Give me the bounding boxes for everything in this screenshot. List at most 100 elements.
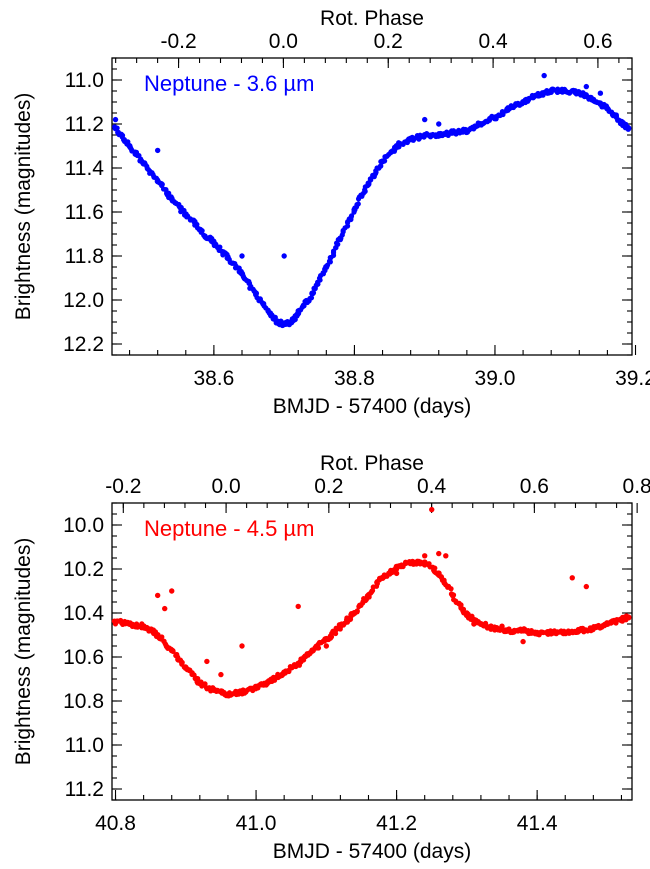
- outlier-point: [464, 610, 470, 616]
- y-tick-label: 10.0: [63, 514, 104, 537]
- x-axis-title: BMJD - 57400 (days): [273, 395, 471, 418]
- y-tick-label: 12.0: [63, 289, 104, 312]
- series-annotation: Neptune - 4.5 µm: [144, 516, 314, 541]
- data-point-fill: [308, 295, 315, 301]
- phase-tick-label: -0.2: [105, 475, 141, 498]
- data-point-fill: [166, 190, 172, 196]
- data-point-fill: [170, 648, 176, 654]
- y-axis-title: Brightness (magnitudes): [12, 538, 35, 766]
- y-tick-label: 11.2: [65, 778, 104, 801]
- outlier-point: [569, 575, 575, 581]
- y-tick-label: 12.2: [63, 333, 104, 356]
- y-tick-label: 10.6: [63, 646, 104, 669]
- outlier-point: [169, 588, 175, 594]
- phase-tick-label: 0.6: [520, 475, 549, 498]
- x-tick-label: 39.0: [475, 367, 516, 390]
- outlier-point: [204, 658, 210, 665]
- y-tick-label: 10.8: [63, 690, 104, 713]
- outlier-point: [520, 638, 526, 645]
- outlier-point: [281, 253, 287, 259]
- data-point-fill: [181, 208, 187, 214]
- x-tick-label: 38.6: [193, 367, 234, 390]
- phase-tick-label: -0.2: [160, 30, 196, 53]
- data-point-fill: [114, 125, 120, 131]
- outlier-point: [154, 592, 161, 599]
- data-point-fill: [626, 615, 632, 621]
- data-point-fill: [335, 241, 341, 247]
- outlier-point: [422, 553, 428, 559]
- outlier-point: [204, 235, 210, 242]
- data-point-fill: [340, 229, 346, 235]
- data-point-fill: [310, 290, 317, 296]
- outlier-point: [597, 90, 604, 96]
- outlier-point: [112, 116, 119, 123]
- data-point-fill: [378, 163, 384, 169]
- data-point-fill: [366, 181, 372, 188]
- outlier-point: [436, 550, 442, 557]
- outlier-point: [499, 623, 505, 629]
- outlier-point: [422, 116, 428, 123]
- x-tick-label: 39.2: [615, 367, 650, 390]
- outlier-point: [443, 553, 449, 559]
- y-tick-label: 10.2: [63, 558, 104, 581]
- phase-tick-label: 0.8: [623, 475, 650, 498]
- y-tick-label: 11.6: [65, 201, 104, 224]
- data-point-fill: [179, 659, 185, 666]
- top-axis-title: Rot. Phase: [320, 7, 424, 30]
- data-point-fill: [373, 169, 379, 175]
- y-axis-title: Brightness (magnitudes): [12, 93, 35, 321]
- y-tick-label: 11.2: [65, 113, 104, 136]
- outlier-point: [323, 643, 330, 649]
- outlier-point: [436, 121, 442, 127]
- outlier-point: [162, 605, 168, 612]
- y-tick-label: 10.4: [63, 602, 104, 625]
- data-point-fill: [317, 277, 323, 283]
- top-axis-title: Rot. Phase: [320, 452, 424, 475]
- data-point-fill: [355, 201, 361, 207]
- y-tick-label: 11.8: [65, 245, 104, 268]
- data-point-fill: [382, 158, 388, 164]
- plot-frame: [111, 502, 633, 801]
- outlier-point: [239, 253, 245, 259]
- data-point-fill: [119, 132, 126, 139]
- data-point-fill: [348, 213, 355, 219]
- phase-tick-label: 0.2: [374, 30, 403, 53]
- x-tick-label: 41.0: [236, 812, 277, 835]
- phase-tick-label: 0.6: [583, 30, 612, 53]
- outlier-point: [239, 643, 245, 649]
- x-tick-label: 41.2: [376, 812, 417, 835]
- x-tick-label: 41.4: [517, 812, 558, 835]
- data-point-fill: [301, 303, 307, 309]
- data-point-fill: [450, 592, 457, 598]
- phase-tick-label: 0.4: [478, 30, 508, 53]
- x-axis-title: BMJD - 57400 (days): [273, 840, 471, 863]
- outlier-point: [393, 570, 400, 577]
- phase-tick-label: 0.4: [417, 475, 447, 498]
- phase-tick-label: 0.2: [314, 475, 343, 498]
- outlier-point: [541, 72, 547, 79]
- data-point-fill: [253, 290, 259, 296]
- data-point-fill: [168, 194, 174, 200]
- phase-tick-label: 0.0: [211, 475, 240, 498]
- data-point-fill: [625, 124, 631, 130]
- y-tick-label: 11.0: [65, 69, 104, 92]
- outlier-point: [295, 603, 301, 610]
- outlier-point: [429, 506, 435, 513]
- data-point-fill: [354, 608, 360, 614]
- plot-frame: [111, 57, 633, 356]
- data-point-fill: [337, 626, 343, 632]
- data-point-fill: [327, 259, 333, 265]
- series-annotation: Neptune - 3.6 µm: [144, 71, 314, 96]
- y-tick-label: 11.4: [65, 157, 105, 180]
- phase-tick-label: 0.0: [269, 30, 298, 53]
- y-tick-label: 11.0: [65, 734, 104, 757]
- outlier-point: [218, 671, 224, 678]
- outlier-point: [154, 147, 161, 154]
- outlier-point: [583, 583, 590, 590]
- x-tick-label: 38.8: [334, 367, 375, 390]
- data-point-fill: [448, 586, 454, 592]
- data-point-fill: [199, 228, 205, 234]
- outlier-point: [471, 621, 477, 627]
- x-tick-label: 40.8: [95, 812, 136, 835]
